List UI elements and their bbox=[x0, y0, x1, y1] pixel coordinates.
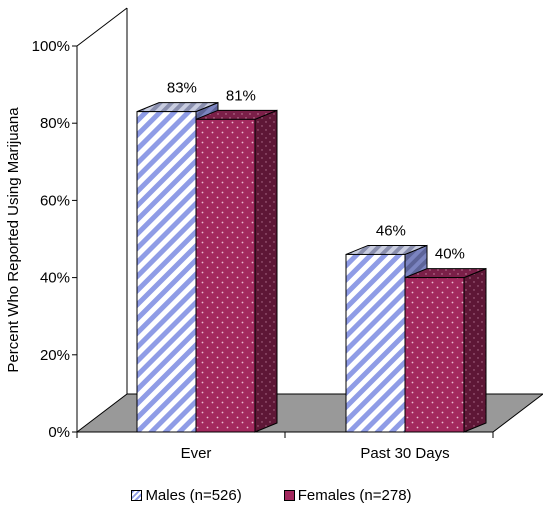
bar-females-1 bbox=[404, 267, 487, 433]
y-axis-label: Percent Who Reported Using Marijuana bbox=[5, 107, 22, 373]
y-ticks: 0% 20% 40% 60% 80% 100% bbox=[32, 38, 77, 441]
x-tick-label-1: Past 30 Days bbox=[360, 445, 449, 462]
bar-front-face bbox=[136, 111, 197, 433]
bar-front-face bbox=[404, 277, 465, 433]
legend-label-females: Females (n=278) bbox=[297, 487, 412, 504]
left-wall-top-edge bbox=[76, 7, 128, 47]
y-tick-label: 100% bbox=[32, 38, 70, 55]
value-label-males-1: 46% bbox=[376, 222, 406, 239]
legend-swatch-males bbox=[131, 490, 143, 501]
y-tick-label: 80% bbox=[40, 115, 70, 132]
legend-swatch-females bbox=[283, 490, 295, 501]
bar-front-face bbox=[345, 253, 406, 433]
bar-front-face bbox=[195, 118, 256, 433]
legend-item-females: Females (n=278) bbox=[283, 487, 412, 504]
value-labels: 83% 81% 46% 40% bbox=[167, 80, 465, 263]
y-tick-label: 40% bbox=[40, 270, 70, 287]
legend: Males (n=526) Females (n=278) bbox=[0, 487, 543, 504]
bars bbox=[136, 101, 487, 433]
y-tick-label: 20% bbox=[40, 347, 70, 364]
bar-females-0 bbox=[195, 109, 278, 433]
x-tick-labels: Ever Past 30 Days bbox=[76, 432, 494, 462]
value-label-males-0: 83% bbox=[167, 80, 197, 97]
y-tick-label: 60% bbox=[40, 192, 70, 209]
bar-side-face bbox=[463, 267, 487, 433]
bar-side-face bbox=[254, 109, 278, 433]
value-label-females-1: 40% bbox=[435, 246, 465, 263]
value-label-females-0: 81% bbox=[226, 87, 256, 104]
x-tick-label-0: Ever bbox=[181, 445, 212, 462]
y-tick-label: 0% bbox=[48, 424, 70, 441]
legend-label-males: Males (n=526) bbox=[145, 487, 242, 504]
legend-item-males: Males (n=526) bbox=[131, 487, 242, 504]
